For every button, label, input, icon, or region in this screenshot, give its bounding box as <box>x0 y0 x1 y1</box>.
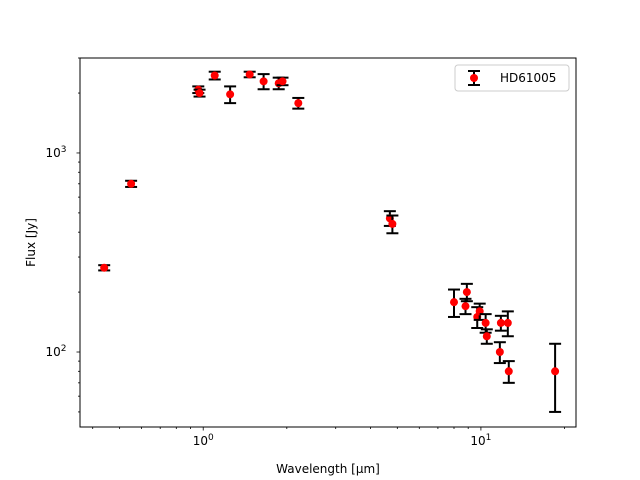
x-axis-label-text: Wavelength [μm] <box>276 462 380 476</box>
legend[interactable]: HD61005 <box>454 64 570 92</box>
data-point <box>496 318 505 327</box>
data-point <box>388 219 397 228</box>
data-marks <box>98 70 562 413</box>
data-point <box>195 89 204 98</box>
legend-label: HD61005 <box>500 71 556 85</box>
data-point <box>449 298 458 307</box>
data-point <box>294 99 303 108</box>
data-point <box>278 77 287 86</box>
data-point <box>495 348 504 357</box>
x-axis-label: Wavelength [μm] <box>276 462 380 476</box>
legend-box <box>454 64 570 92</box>
data-point <box>127 179 136 188</box>
data-point <box>210 71 219 80</box>
data-point <box>482 332 491 341</box>
data-point <box>226 90 235 99</box>
data-point <box>504 367 513 376</box>
data-point <box>551 367 560 376</box>
plot-frame <box>79 57 577 428</box>
data-point <box>259 77 268 86</box>
data-point <box>461 302 470 311</box>
data-point <box>503 318 512 327</box>
data-point <box>481 318 490 327</box>
data-point <box>100 263 109 272</box>
y-axis-label: Flux [Jy] <box>24 218 38 267</box>
legend-marker <box>470 74 478 82</box>
data-point <box>245 70 254 79</box>
data-point <box>462 288 471 297</box>
